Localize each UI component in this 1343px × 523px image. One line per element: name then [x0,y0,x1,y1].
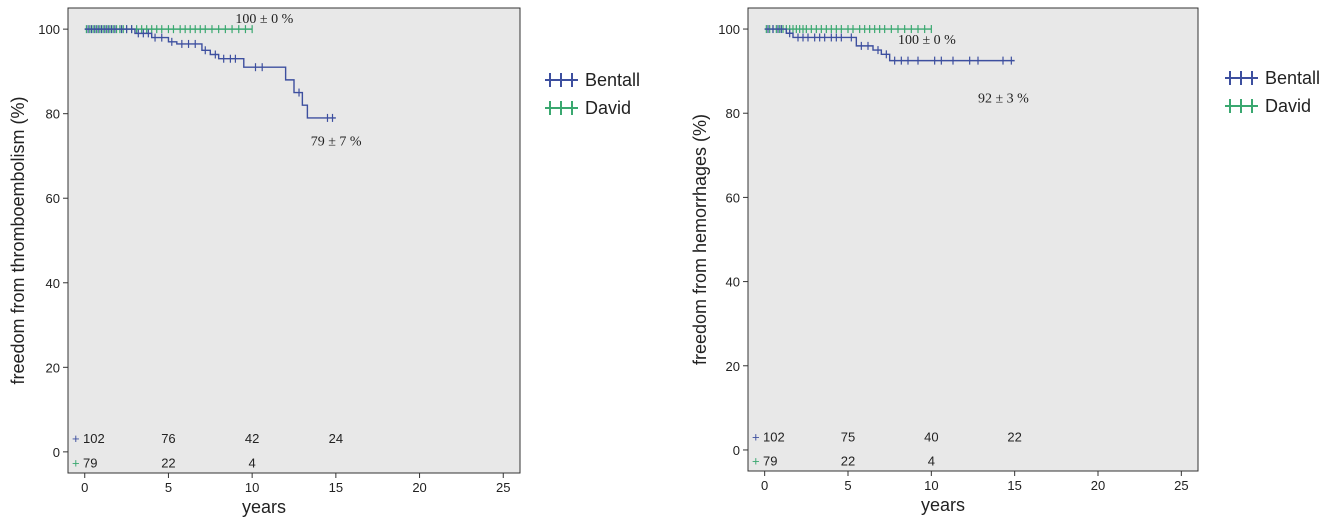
y-axis-label: freedom from hemorrhages (%) [690,114,710,365]
y-tick-label: 0 [733,443,740,458]
at-risk-count: 102 [83,431,105,446]
x-tick-label: 15 [329,480,343,495]
at-risk-count: 4 [249,456,256,471]
at-risk-count: 75 [841,429,855,444]
at-risk-count: 42 [245,431,259,446]
at-risk-count: 22 [161,456,175,471]
y-tick-label: 80 [46,107,60,122]
y-axis-label: freedom from thromboembolism (%) [8,96,28,384]
x-tick-label: 25 [1174,478,1188,493]
at-risk-count: 102 [763,429,785,444]
y-tick-label: 40 [726,275,740,290]
at-risk-count: 22 [841,454,855,469]
y-tick-label: 100 [38,22,60,37]
chart-thromboembolism: 0 20 40 60 80 100 0 5 10 15 20 25 years freedom from … [8,7,640,517]
y-tick-label: 100 [718,22,740,37]
at-risk-symbol: + [72,431,80,446]
y-tick-label: 60 [726,190,740,205]
survival-annotation: 100 ± 0 % [235,12,293,27]
at-risk-symbol: + [72,456,80,471]
at-risk-count: 22 [1007,429,1021,444]
plot-area [67,7,521,474]
x-tick-label: 25 [496,480,510,495]
legend-label-bentall: Bentall [585,70,640,90]
y-tick-label: 20 [726,359,740,374]
x-axis-label: years [242,497,286,517]
survival-annotation: 100 ± 0 % [898,33,956,48]
at-risk-count: 40 [924,429,938,444]
at-risk-count: 76 [161,431,175,446]
y-tick-label: 0 [53,445,60,460]
at-risk-count: 79 [83,456,97,471]
x-tick-label: 5 [165,480,172,495]
at-risk-count: 24 [329,431,343,446]
survival-annotation: 79 ± 7 % [311,134,362,149]
x-axis-label: years [921,495,965,515]
x-tick-label: 20 [412,480,426,495]
y-tick-label: 60 [46,191,60,206]
survival-annotation: 92 ± 3 % [978,92,1029,107]
y-tick-label: 80 [726,106,740,121]
legend-label-david: David [1265,96,1311,116]
x-tick-label: 5 [844,478,851,493]
legend-label-david: David [585,98,631,118]
at-risk-symbol: + [752,454,760,469]
x-tick-label: 0 [81,480,88,495]
y-tick-label: 20 [46,360,60,375]
legend-label-bentall: Bentall [1265,68,1320,88]
x-tick-label: 20 [1091,478,1105,493]
at-risk-symbol: + [752,429,760,444]
y-tick-label: 40 [46,276,60,291]
series-line-bentall [84,28,336,119]
x-tick-label: 15 [1007,478,1021,493]
x-tick-label: 10 [245,480,259,495]
chart-hemorrhages: 0 20 40 60 80 100 0 5 10 15 20 25 years freedom from … [690,7,1320,515]
at-risk-count: 4 [928,454,935,469]
x-tick-label: 0 [761,478,768,493]
plot-area [747,7,1199,472]
x-tick-label: 10 [924,478,938,493]
at-risk-count: 79 [763,454,777,469]
